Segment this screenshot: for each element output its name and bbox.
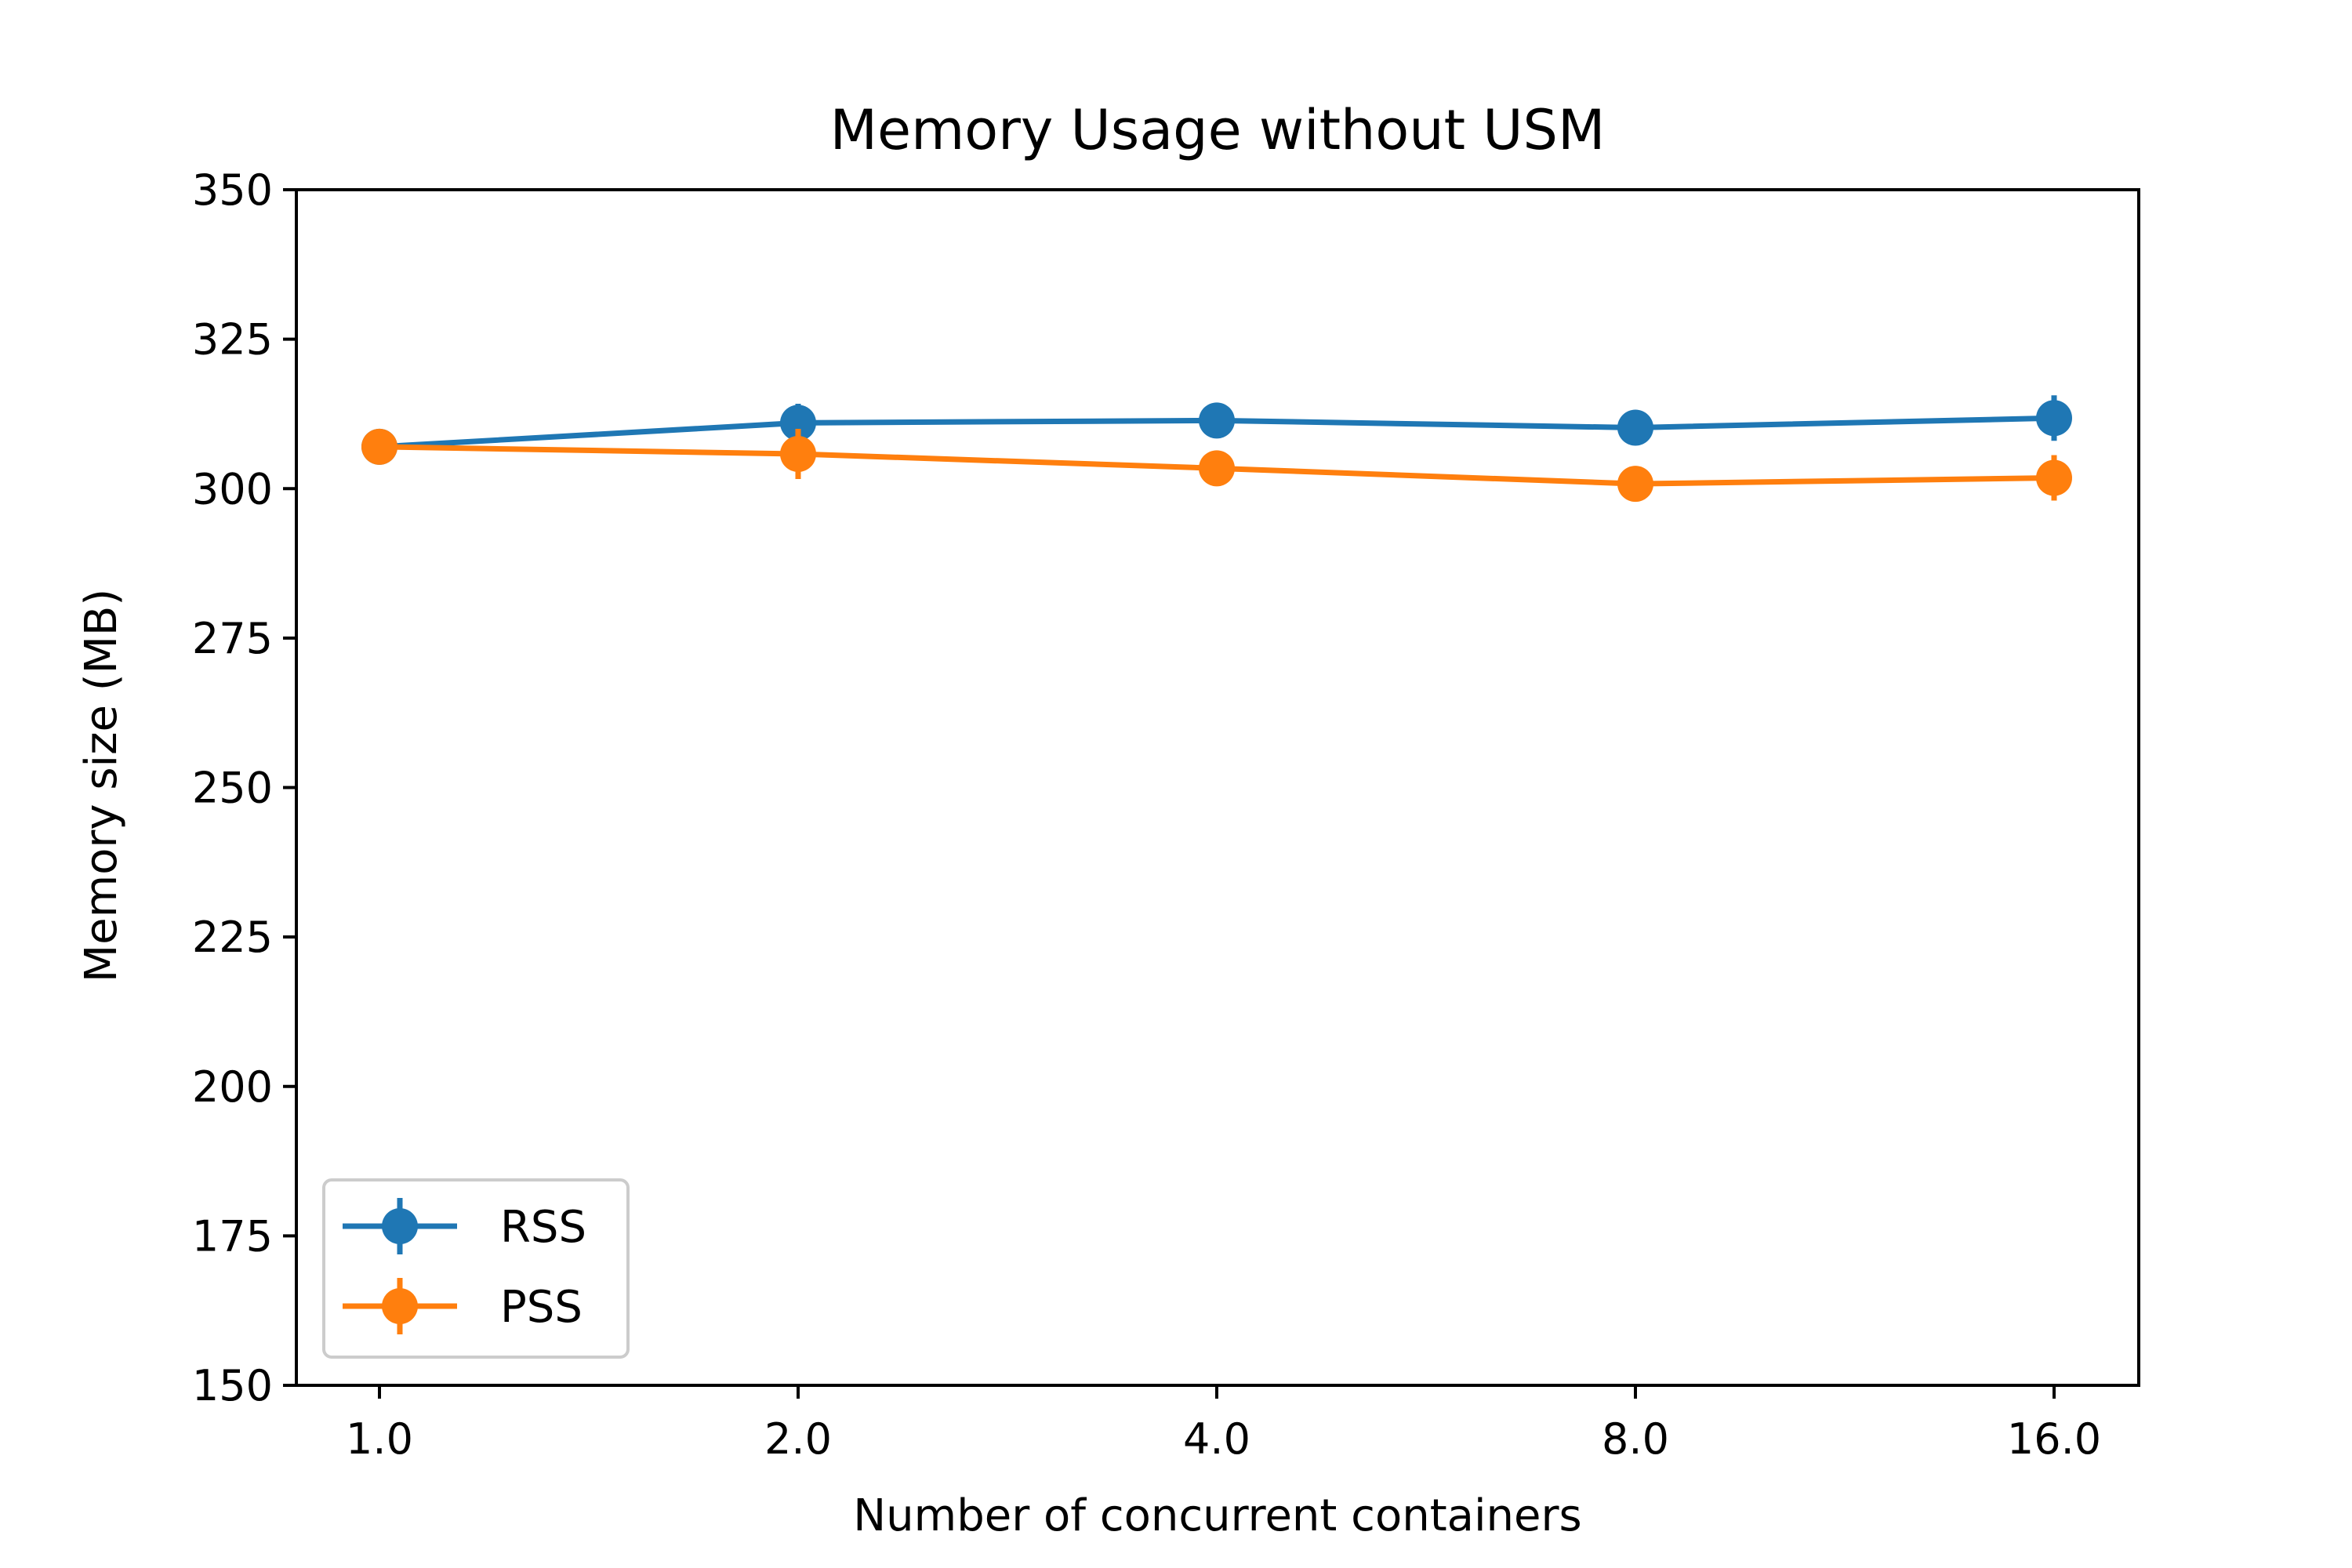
data-point xyxy=(780,436,816,473)
data-point xyxy=(780,405,816,441)
data-point xyxy=(361,428,397,465)
data-point xyxy=(1617,466,1653,503)
y-tick-label: 150 xyxy=(192,1361,273,1410)
x-axis-title: Number of concurrent containers xyxy=(853,1490,1581,1541)
x-tick-label: 8.0 xyxy=(1602,1414,1669,1464)
legend: RSS PSS xyxy=(322,1178,630,1359)
data-point xyxy=(2036,400,2072,437)
x-tick-label: 2.0 xyxy=(764,1414,832,1464)
y-tick-label: 300 xyxy=(192,464,273,514)
y-tick-label: 200 xyxy=(192,1062,273,1112)
data-point xyxy=(1617,409,1653,446)
legend-marker xyxy=(382,1288,418,1324)
y-tick-label: 225 xyxy=(192,913,273,962)
series-pss xyxy=(361,428,2072,503)
legend-label: PSS xyxy=(500,1282,583,1333)
axes-frame xyxy=(295,188,2140,1387)
legend-item-pss: PSS xyxy=(343,1278,583,1334)
x-tick-label: 16.0 xyxy=(2007,1414,2101,1464)
y-tick-label: 325 xyxy=(192,315,273,365)
data-point xyxy=(1199,450,1235,487)
data-point xyxy=(1199,402,1235,439)
plot-area: 150 175 200 225 250 275 300 325 350 1.0 2.0 4.0 8.0 1… xyxy=(192,165,2140,1464)
y-tick-label: 350 xyxy=(192,165,273,215)
data-point xyxy=(2036,459,2072,496)
y-tick-label: 275 xyxy=(192,614,273,663)
legend-item-rss: RSS xyxy=(343,1198,586,1254)
y-tick-label: 250 xyxy=(192,764,273,813)
chart-title: Memory Usage without USM xyxy=(830,98,1606,162)
y-tick-label: 175 xyxy=(192,1211,273,1261)
legend-label: RSS xyxy=(500,1202,586,1253)
x-tick-label: 4.0 xyxy=(1183,1414,1250,1464)
legend-marker xyxy=(382,1208,418,1244)
y-axis-title: Memory size (MB) xyxy=(76,589,127,982)
x-tick-label: 1.0 xyxy=(346,1414,413,1464)
